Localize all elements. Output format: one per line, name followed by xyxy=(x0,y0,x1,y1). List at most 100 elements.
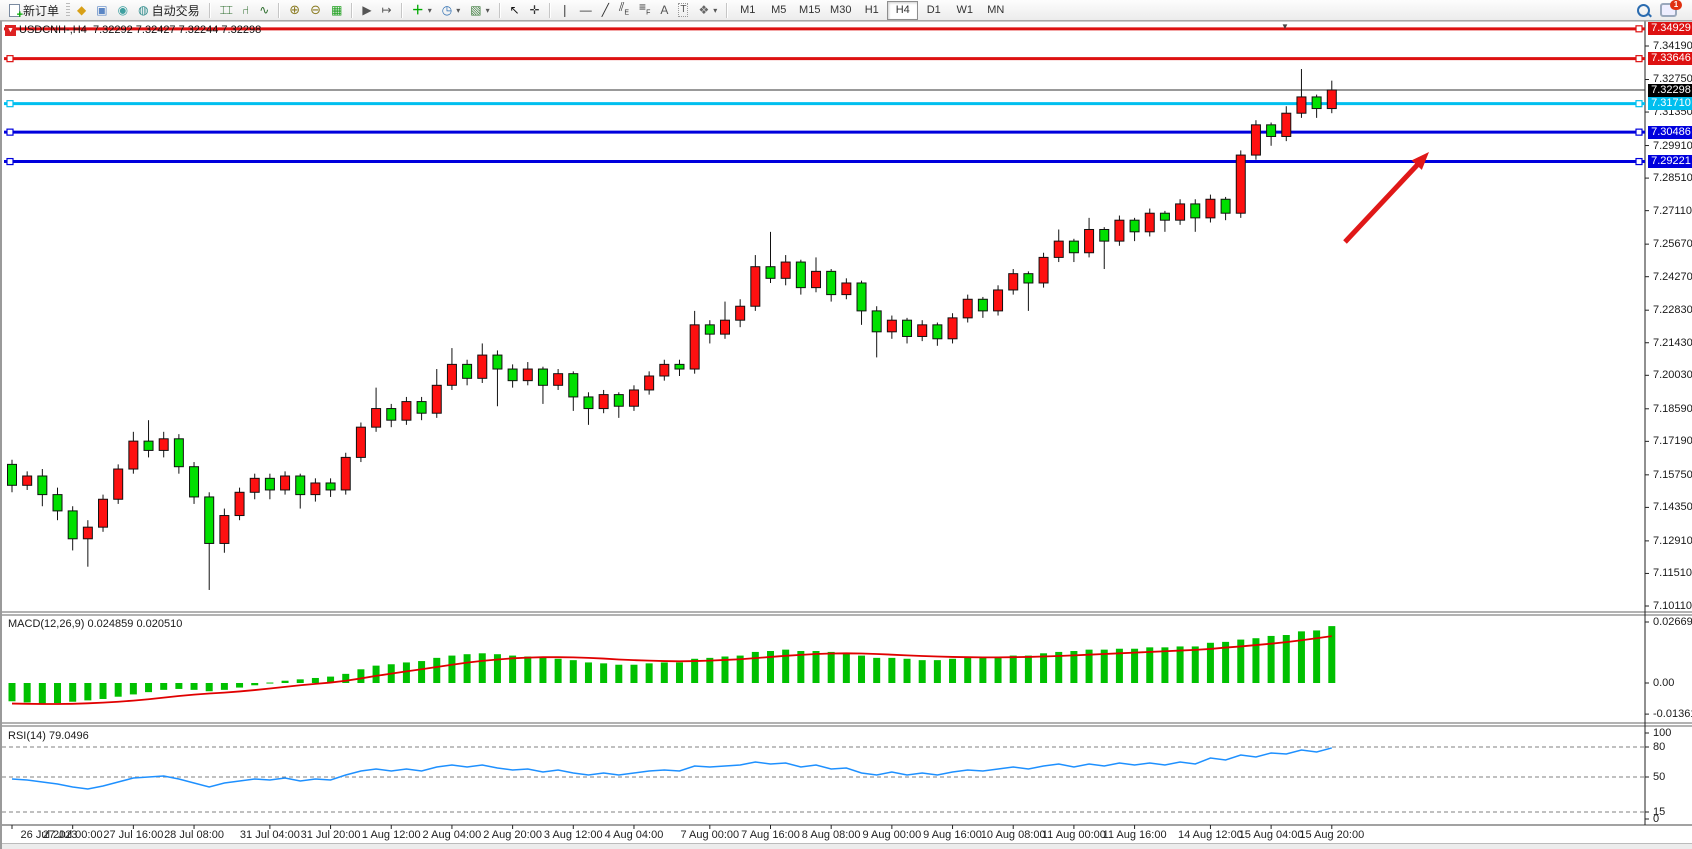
new-order-label: 新订单 xyxy=(23,3,60,18)
current-price-badge: 7.32298 xyxy=(1648,83,1692,97)
line-handle[interactable] xyxy=(6,128,14,136)
candle-body xyxy=(917,324,928,337)
candle-body xyxy=(1190,203,1201,219)
macd-histogram-bar xyxy=(463,654,471,683)
candle-body xyxy=(37,475,48,496)
candle-body xyxy=(1144,212,1155,233)
candle-body xyxy=(249,477,260,493)
fibonacci-button[interactable]: ≡F xyxy=(634,1,655,19)
text-button[interactable]: A xyxy=(655,2,673,19)
candle-body xyxy=(22,475,33,486)
bar-chart-button[interactable]: ⌶⌶ xyxy=(215,2,237,19)
text-label-button[interactable]: T xyxy=(673,2,693,19)
toolbar-separator xyxy=(208,2,211,18)
price-tick-label: 7.11510 xyxy=(1653,567,1692,580)
price-tick-label: 7.14350 xyxy=(1653,501,1692,514)
line-chart-button[interactable]: ∿ xyxy=(254,2,274,19)
timeframe-button-m15[interactable]: M15 xyxy=(799,4,821,16)
macd-histogram-bar xyxy=(903,658,911,683)
signals-button[interactable]: ◉ xyxy=(113,2,133,19)
timeframe-button-d1[interactable]: D1 xyxy=(926,4,941,16)
zoom-out-button[interactable]: ⊖ xyxy=(305,2,326,19)
candle-body xyxy=(628,389,639,407)
metaeditor-button[interactable]: ◆ xyxy=(72,2,91,19)
macd-histogram-bar xyxy=(145,683,153,693)
macd-histogram-bar xyxy=(493,654,501,683)
line-handle[interactable] xyxy=(1635,55,1643,63)
macd-histogram-bar xyxy=(99,683,107,699)
price-line-badge: 7.29221 xyxy=(1648,155,1692,169)
templates-button[interactable]: ▧ ▾ xyxy=(465,2,494,19)
line-handle[interactable] xyxy=(1635,128,1643,136)
macd-histogram-bar xyxy=(797,651,805,683)
chart-canvas[interactable] xyxy=(2,21,1692,849)
horizontal-line-button[interactable]: — xyxy=(575,2,597,19)
timeframe-button-m30[interactable]: M30 xyxy=(830,4,852,16)
timeframe-button-m1[interactable]: M1 xyxy=(740,4,756,16)
new-order-button[interactable]: 新订单 xyxy=(4,2,64,21)
macd-axis-label: 0.026691 xyxy=(1653,616,1692,628)
candle-body xyxy=(780,261,791,279)
algo-trading-button[interactable]: ◍ 自动交易 xyxy=(133,2,205,19)
rsi-axis-label: 80 xyxy=(1653,741,1666,753)
macd-histogram-bar xyxy=(418,661,426,683)
crosshair-icon: ✛ xyxy=(529,3,540,17)
macd-histogram-bar xyxy=(660,662,668,683)
crosshair-button[interactable]: ✛ xyxy=(525,2,545,19)
macd-histogram-bar xyxy=(949,658,957,683)
macd-histogram-bar xyxy=(1024,655,1032,683)
chart-shift-marker[interactable]: ▼ xyxy=(1281,22,1289,31)
candle-body xyxy=(689,324,700,370)
macd-histogram-bar xyxy=(600,663,608,683)
cursor-button[interactable]: ↖ xyxy=(505,2,525,19)
chart-shift-button[interactable]: ↦ xyxy=(377,2,397,19)
equidistant-channel-button[interactable]: ⫽E xyxy=(614,1,634,19)
periods-button[interactable]: ◷ ▾ xyxy=(437,2,466,19)
macd-histogram-bar xyxy=(1191,646,1199,683)
timeframe-button-h1[interactable]: H1 xyxy=(864,4,879,16)
price-tick-label: 7.25670 xyxy=(1653,238,1692,251)
line-handle[interactable] xyxy=(1635,100,1643,108)
line-handle[interactable] xyxy=(6,55,14,63)
shapes-button[interactable]: ❖ ▾ xyxy=(693,2,722,19)
line-handle[interactable] xyxy=(1635,25,1643,33)
indicators-button[interactable]: ＋ ▾ xyxy=(407,2,437,19)
chart-window[interactable]: ▼ USDCNH-,H4 7.32292 7.32427 7.32244 7.3… xyxy=(0,21,1692,849)
candle-body xyxy=(446,363,457,386)
auto-scroll-button[interactable]: ▶ xyxy=(357,2,376,19)
price-tick-label: 7.28510 xyxy=(1653,172,1692,185)
time-label: 31 Jul 20:00 xyxy=(300,829,361,841)
line-handle[interactable] xyxy=(1635,157,1643,166)
tile-windows-button[interactable]: ▦ xyxy=(326,2,347,19)
macd-histogram-bar xyxy=(767,651,774,683)
line-handle[interactable] xyxy=(6,157,14,166)
text-icon: A xyxy=(660,3,669,17)
candle-body xyxy=(431,384,442,414)
candle-body xyxy=(1175,203,1186,221)
timeframe-button-h4[interactable]: H4 xyxy=(887,0,919,20)
macd-histogram-bar xyxy=(751,651,759,683)
timeframe-button-m5[interactable]: M5 xyxy=(771,4,787,16)
macd-histogram-bar xyxy=(721,656,729,683)
macd-histogram-bar xyxy=(129,683,137,695)
trend-arrow[interactable] xyxy=(1343,152,1429,244)
toolbar-grip xyxy=(66,2,71,18)
trendline-button[interactable]: ╱ xyxy=(597,2,614,19)
line-handle[interactable] xyxy=(6,100,14,108)
timeframe-button-w1[interactable]: W1 xyxy=(956,4,974,16)
notifications-button[interactable]: 1 xyxy=(1655,0,1682,19)
one-click-trading-icon[interactable]: ▼ xyxy=(5,25,16,36)
candle-body xyxy=(416,401,427,414)
vertical-line-button[interactable]: ❘ xyxy=(555,2,575,19)
candlestick-chart-button[interactable]: ⑁ xyxy=(237,2,254,19)
price-tick-label: 7.17190 xyxy=(1653,435,1692,448)
time-label: 27 Jul 00:00 xyxy=(42,829,103,841)
line-chart-icon: ∿ xyxy=(259,3,270,17)
time-label: 4 Aug 04:00 xyxy=(604,829,664,841)
search-button[interactable] xyxy=(1632,2,1655,19)
timeframe-button-mn[interactable]: MN xyxy=(987,4,1005,16)
candle-body xyxy=(674,363,685,370)
vps-button[interactable]: ▣ xyxy=(91,2,112,19)
zoom-in-button[interactable]: ⊕ xyxy=(284,2,305,19)
macd-histogram-bar xyxy=(1222,641,1230,683)
